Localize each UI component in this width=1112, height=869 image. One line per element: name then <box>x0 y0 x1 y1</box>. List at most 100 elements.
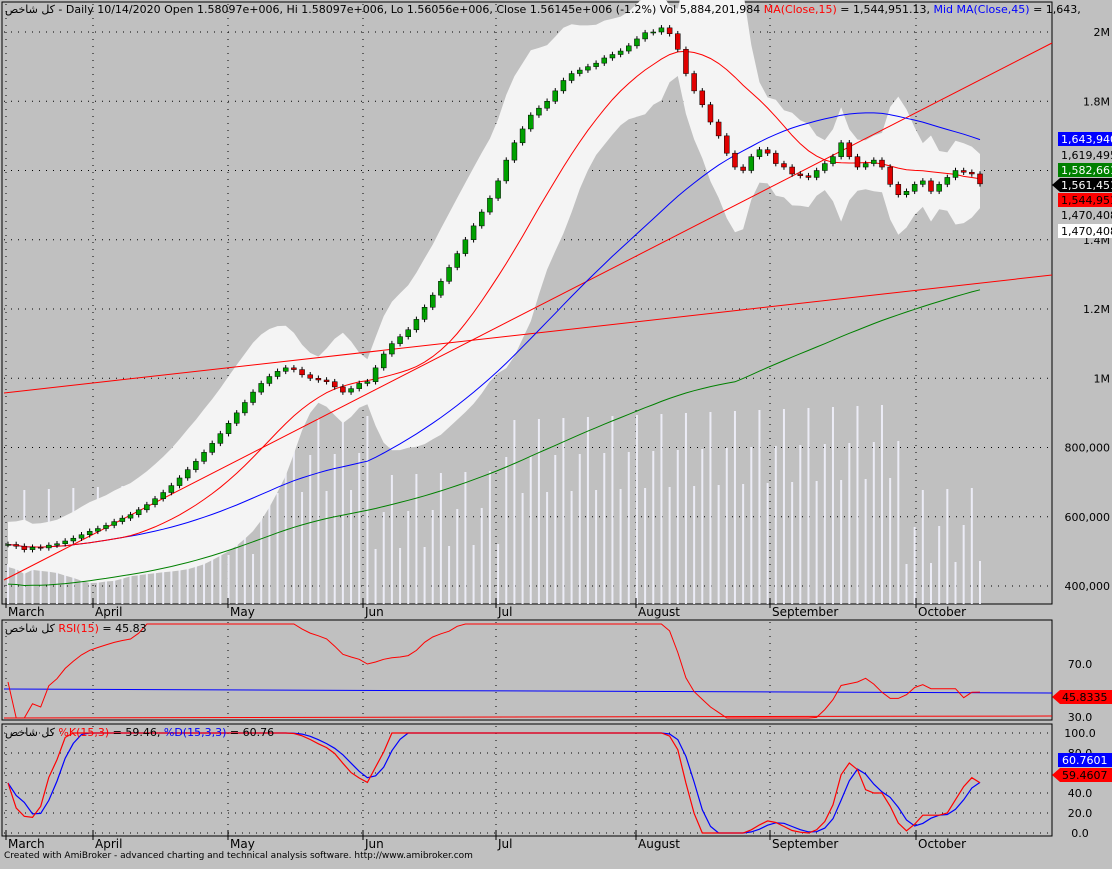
candle-body <box>895 184 902 195</box>
candle-body <box>691 73 697 92</box>
candle-body <box>577 69 583 74</box>
price-badge-text: 1,643,940 <box>1061 133 1112 146</box>
candle-body <box>282 367 289 372</box>
candle-body <box>969 171 975 175</box>
candle-body <box>871 159 877 164</box>
candle-body <box>78 534 85 539</box>
candle-body <box>217 433 224 444</box>
month-label: Jul <box>497 605 512 619</box>
month-label: October <box>918 837 966 851</box>
candle-body <box>438 281 444 296</box>
trendline-steep <box>3 42 1053 581</box>
month-label: August <box>638 837 680 851</box>
candle-body <box>152 498 158 505</box>
month-label: September <box>772 605 838 619</box>
candle-body <box>405 329 411 337</box>
month-axis-price: March April May Jun Jul August September Octobe… <box>5 598 966 619</box>
candle-body <box>854 156 861 168</box>
month-label: April <box>95 605 122 619</box>
candle-body <box>658 27 665 33</box>
candle-body <box>552 90 559 102</box>
candle-body <box>511 142 518 161</box>
price-badges: 1,643,940 1,619,495 1,582,661 1,561,451 1,54… <box>1052 132 1112 238</box>
month-axis-stoch: March April May Jun Jul August September Octobe… <box>5 830 966 851</box>
rsi-symbol: كل شاخص <box>5 622 56 635</box>
candle-body <box>903 191 910 195</box>
candle-body <box>37 546 44 549</box>
price-badge: 1,470,408 <box>1058 224 1112 238</box>
candle-body <box>740 166 746 171</box>
candle-body <box>830 156 836 164</box>
candle-body <box>707 104 714 123</box>
month-label: August <box>638 605 680 619</box>
price-badge-text: 1,561,451 <box>1061 179 1112 192</box>
rsi-tick-30: 30.0 <box>1068 711 1093 724</box>
candle-body <box>233 412 240 424</box>
price-badge: 1,544,951 <box>1058 193 1112 207</box>
header-symbol: كل شاخص <box>5 3 56 16</box>
candle-body <box>928 180 934 192</box>
candle-body <box>634 38 640 47</box>
candle-body <box>421 307 428 320</box>
candle-body <box>258 383 264 393</box>
header-info: - Daily 10/14/2020 Open 1.58097e+006, Hi… <box>58 3 760 16</box>
rsi-pane-frame[interactable] <box>1 619 1053 721</box>
candle-body <box>756 149 763 157</box>
candle-body <box>372 367 379 382</box>
candle-body <box>340 386 346 393</box>
candle-body <box>250 391 256 403</box>
footer-credit: Created with AmiBroker - advanced charti… <box>4 851 473 861</box>
candle-body <box>266 376 273 384</box>
candle-body <box>389 343 395 355</box>
candle-body <box>544 101 550 109</box>
candle-body <box>715 121 722 137</box>
candle-body <box>789 166 795 175</box>
candle-body <box>838 142 844 157</box>
rsi-tick-70: 70.0 <box>1068 658 1093 671</box>
price-badge: 1,619,495 <box>1058 148 1112 162</box>
candle-body <box>429 294 436 308</box>
price-badge: 1,582,661 <box>1058 163 1112 177</box>
candle-body <box>626 45 632 52</box>
rsi-line <box>7 623 981 719</box>
ma15-line <box>7 50 981 548</box>
month-label: March <box>8 605 45 619</box>
stoch-symbol: كل شاخص <box>5 726 56 739</box>
candle-body <box>675 33 681 50</box>
candle-body <box>62 540 68 545</box>
rsi-baseline-blue <box>3 688 1053 694</box>
stoch-pane-frame[interactable] <box>1 723 1053 837</box>
candle-body <box>119 517 126 522</box>
candle-body <box>225 423 232 434</box>
rsi-badge-text: 45.8335 <box>1062 691 1108 704</box>
candle-body <box>209 443 215 453</box>
candle-body <box>454 253 460 268</box>
candle-body <box>650 31 657 34</box>
candle-body <box>184 469 191 479</box>
candle-body <box>764 149 771 154</box>
month-label: October <box>918 605 966 619</box>
price-badge: 1,643,940 <box>1058 132 1112 146</box>
month-label: April <box>95 837 122 851</box>
stoch-k-value: = 59.46, <box>113 726 161 739</box>
candle-body <box>536 107 542 116</box>
price-badge: 1,470,408 <box>1058 208 1112 222</box>
month-label: Jun <box>364 837 384 851</box>
price-badge-text: 1,470,408 <box>1061 225 1112 238</box>
candlesticks <box>5 25 983 553</box>
price-badge-text: 1,582,661 <box>1061 164 1112 177</box>
candle-body <box>862 163 869 168</box>
candle-body <box>274 371 281 377</box>
candle-body <box>413 319 420 331</box>
rsi-badge: 45.8335 <box>1052 690 1112 704</box>
chart-header: كل شاخص - Daily 10/14/2020 Open 1.58097e… <box>5 3 1081 16</box>
price-tick-label: 400,000 <box>1065 580 1111 593</box>
stoch-d-value: = 60.76 <box>230 726 274 739</box>
candle-body <box>879 159 885 168</box>
price-badge: 1,561,451 <box>1052 178 1112 192</box>
candle-body <box>936 184 942 192</box>
candle-body <box>781 163 787 168</box>
month-label: Jun <box>364 605 384 619</box>
price-badge-text: 1,544,951 <box>1061 194 1112 207</box>
